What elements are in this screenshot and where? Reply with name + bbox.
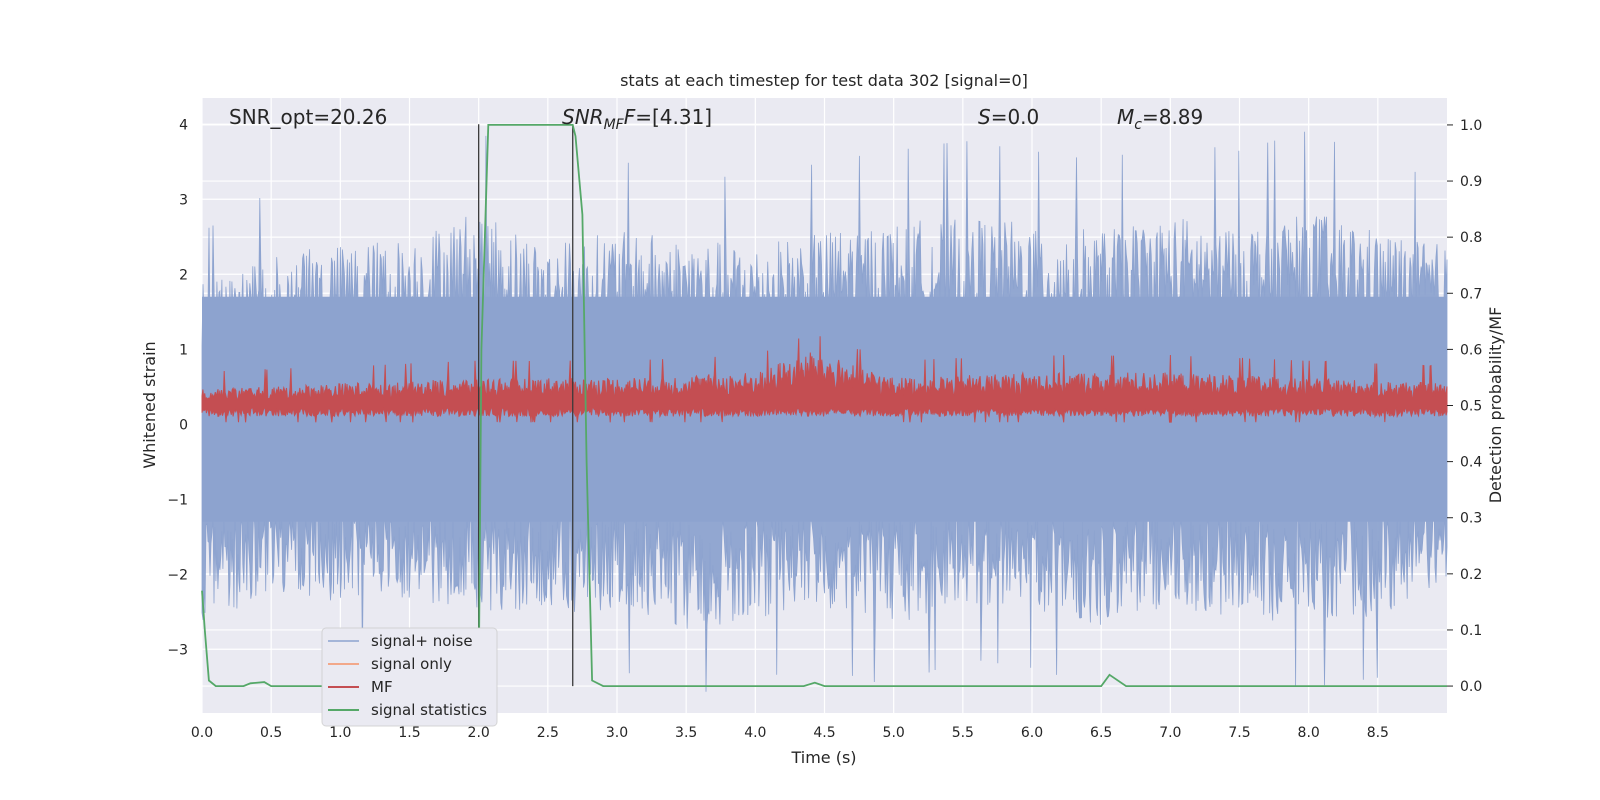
x-tick-label: 5.5 [952,725,974,741]
legend-label: signal only [371,655,452,673]
x-tick-label: 2.5 [537,725,559,741]
x-tick-label: 1.5 [398,725,420,741]
x-tick-label: 1.0 [329,725,351,741]
y-right-tick-label: 0.8 [1460,230,1482,246]
x-tick-label: 3.5 [675,725,697,741]
annotations: SNR_opt=20.26 SNRMFF=[4.31] S=0.0 Mc=8.8… [229,105,1203,133]
legend-label: signal+ noise [371,632,473,650]
x-tick-label: 8.0 [1298,725,1320,741]
legend-label: signal statistics [371,701,487,719]
annotation-snr-mf: SNRMFF=[4.31] [562,105,712,133]
x-tick-label: 4.5 [813,725,835,741]
y-right-tick-label: 0.5 [1460,399,1482,415]
y-right-tick-label: 0.4 [1460,455,1482,471]
series-signal-statistics [201,124,1447,687]
y-axis-right-label: Detection probability/MF [1486,307,1505,504]
y-axis-left-ticks: −3 −2 −1 0 1 2 3 4 [167,117,188,658]
series-mf [201,336,1448,423]
x-axis-ticks: 0.0 0.5 1.0 1.5 2.0 2.5 3.0 3.5 4.0 4.5 5.0 5.5 6.0 6… [191,725,1389,741]
x-tick-label: 6.5 [1090,725,1112,741]
y-right-tick-label: 0.6 [1460,342,1482,358]
x-tick-label: 5.0 [883,725,905,741]
y-axis-left-label: Whitened strain [140,341,159,468]
x-tick-label: 7.0 [1159,725,1181,741]
mf-trace [201,336,1448,423]
x-tick-label: 4.0 [744,725,766,741]
y-left-tick-label: −2 [167,567,188,583]
y-left-tick-label: 4 [179,117,188,133]
plot-area [201,98,1448,713]
x-tick-label: 6.0 [1021,725,1043,741]
x-axis-label: Time (s) [790,748,856,767]
y-left-tick-label: 2 [179,267,188,283]
y-left-tick-label: 3 [179,192,188,208]
y-left-tick-label: −1 [167,492,188,508]
x-tick-label: 0.5 [260,725,282,741]
legend-frame [321,627,498,727]
annotation-s: S=0.0 [978,105,1039,129]
annotation-snr-opt: SNR_opt=20.26 [229,105,387,129]
x-tick-label: 3.0 [606,725,628,741]
y-right-tick-label: 0.2 [1460,567,1482,583]
x-tick-label: 8.5 [1367,725,1389,741]
y-right-tick-label: 0.0 [1460,679,1482,695]
y-left-tick-label: 0 [179,417,188,433]
y-right-tick-label: 0.9 [1460,174,1482,190]
y-right-tick-label: 1.0 [1460,118,1482,134]
y-left-tick-label: 1 [179,342,188,358]
x-tick-label: 0.0 [191,725,213,741]
x-tick-label: 2.0 [468,725,490,741]
y-right-tick-label: 0.3 [1460,511,1482,527]
annotation-mc: Mc=8.89 [1117,105,1203,133]
x-tick-label: 7.5 [1228,725,1250,741]
legend: signal+ noise signal only MF signal statist… [321,627,498,727]
y-axis-right-ticks: 0.0 0.1 0.2 0.3 0.4 0.5 0.6 0.7 0.8 0.9 1.0 [1447,118,1482,695]
y-right-tick-label: 0.7 [1460,286,1482,302]
y-right-tick-label: 0.1 [1460,623,1482,639]
signal-statistics-line [201,124,1447,687]
chart-title: stats at each timestep for test data 302… [620,71,1028,90]
legend-label: MF [371,678,393,696]
y-left-tick-label: −3 [167,642,188,658]
